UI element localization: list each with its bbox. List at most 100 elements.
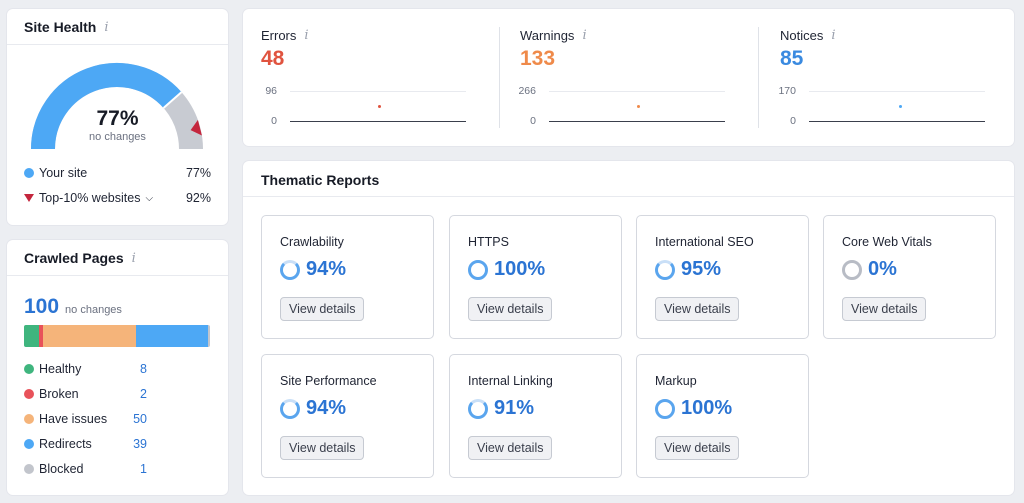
crawl-row-have-issues[interactable]: Have issues 50 <box>24 412 147 426</box>
divider <box>243 196 1014 197</box>
crawl-row-blocked[interactable]: Blocked 1 <box>24 462 147 476</box>
legend-your-site: Your site 77% <box>24 166 211 180</box>
legend-label: Your site <box>39 166 88 180</box>
warnings-count[interactable]: 133 <box>520 47 556 70</box>
tile-name: Crawlability <box>280 235 344 249</box>
notices-label-text: Notices <box>780 28 824 43</box>
errors-min-tick: 0 <box>271 115 277 127</box>
crawled-total: 100 no changes <box>24 295 122 319</box>
crawled-pages-title: Crawled Pages i <box>24 250 136 266</box>
tile-score: 95% <box>655 258 721 281</box>
crawled-pages-title-text: Crawled Pages <box>24 250 124 266</box>
notices-label: Notices i <box>780 28 836 43</box>
row-label: Blocked <box>39 462 84 476</box>
tile-score: 94% <box>280 258 346 281</box>
legend-value: 92% <box>185 191 211 205</box>
crawled-total-number[interactable]: 100 <box>24 295 60 318</box>
divider <box>7 44 228 45</box>
redirects-dot <box>24 439 34 449</box>
crawl-row-broken[interactable]: Broken 2 <box>24 387 147 401</box>
tile-score-value: 100% <box>494 258 546 280</box>
row-value[interactable]: 8 <box>140 362 147 376</box>
tile-score: 91% <box>468 397 534 420</box>
column-divider <box>758 27 759 128</box>
notices-column[interactable]: Notices i 85 170 0 <box>762 9 1002 146</box>
stacked-bar-segment-have-issues[interactable] <box>42 325 136 347</box>
warnings-label-text: Warnings <box>520 28 575 43</box>
row-value[interactable]: 50 <box>133 412 147 426</box>
crawled-pages-card: Crawled Pages i 100 no changes Healthy 8… <box>7 240 228 495</box>
view-details-button[interactable]: View details <box>655 297 740 321</box>
legend-label: Top-10% websites <box>39 191 141 205</box>
divider <box>7 275 228 276</box>
errors-count[interactable]: 48 <box>261 47 285 70</box>
tile-score: 100% <box>468 258 545 281</box>
warnings-max-tick: 266 <box>518 85 536 97</box>
view-details-button[interactable]: View details <box>655 436 740 460</box>
tile-name: Core Web Vitals <box>842 235 932 249</box>
info-icon[interactable]: i <box>304 28 309 43</box>
gauge-fill <box>31 63 182 150</box>
axis-line <box>549 121 725 122</box>
errors-data-point <box>378 105 381 108</box>
errors-column[interactable]: Errors i 48 96 0 <box>243 9 483 146</box>
view-details-button[interactable]: View details <box>468 297 553 321</box>
tile-score-value: 95% <box>681 258 722 280</box>
thematic-reports-card: Thematic Reports Crawlability 94% View d… <box>243 161 1014 495</box>
site-health-card: Site Health i 77% no changes Your site 7… <box>7 9 228 225</box>
progress-ring-icon <box>280 398 300 419</box>
tile-international-seo: International SEO 95% View details <box>636 215 809 339</box>
info-icon[interactable]: i <box>831 28 836 43</box>
tile-core-web-vitals: Core Web Vitals 0% View details <box>823 215 996 339</box>
blocked-dot <box>24 464 34 474</box>
crawl-row-healthy[interactable]: Healthy 8 <box>24 362 147 376</box>
info-icon[interactable]: i <box>582 28 587 43</box>
legend-top10[interactable]: Top-10% websites ⌵ 92% <box>24 191 211 205</box>
gauge-separator <box>162 91 183 109</box>
tile-internal-linking: Internal Linking 91% View details <box>449 354 622 478</box>
tile-score: 94% <box>280 397 346 420</box>
thematic-reports-title: Thematic Reports <box>261 172 380 188</box>
info-icon[interactable]: i <box>104 19 109 35</box>
crawled-stacked-bar[interactable] <box>24 325 210 347</box>
progress-ring-icon <box>655 398 675 419</box>
tile-score-value: 94% <box>306 397 347 419</box>
crawl-row-redirects[interactable]: Redirects 39 <box>24 437 147 451</box>
stacked-bar-segment-healthy[interactable] <box>24 325 39 347</box>
tile-score-value: 91% <box>494 397 535 419</box>
view-details-button[interactable]: View details <box>280 297 365 321</box>
site-health-change: no changes <box>89 131 146 143</box>
errors-max-tick: 96 <box>265 85 277 97</box>
progress-ring-icon <box>468 259 488 280</box>
warnings-label: Warnings i <box>520 28 587 43</box>
stacked-bar-segment-broken[interactable] <box>38 325 43 347</box>
view-details-button[interactable]: View details <box>842 297 927 321</box>
tile-name: Site Performance <box>280 374 377 388</box>
tile-https: HTTPS 100% View details <box>449 215 622 339</box>
have-issues-dot <box>24 414 34 424</box>
progress-ring-icon <box>468 398 488 419</box>
stacked-bar-segment-redirects[interactable] <box>135 325 209 347</box>
tile-score-value: 100% <box>681 397 733 419</box>
row-value[interactable]: 2 <box>140 387 147 401</box>
gridline <box>549 91 725 92</box>
warnings-min-tick: 0 <box>530 115 536 127</box>
broken-dot <box>24 389 34 399</box>
stacked-bar-segment-blocked[interactable] <box>208 325 210 347</box>
view-details-button[interactable]: View details <box>468 436 553 460</box>
view-details-button[interactable]: View details <box>280 436 365 460</box>
tile-score-value: 94% <box>306 258 347 280</box>
notices-count[interactable]: 85 <box>780 47 804 70</box>
top10-triangle-icon <box>24 194 34 202</box>
crawled-total-change: no changes <box>65 304 122 316</box>
row-label: Have issues <box>39 412 108 426</box>
errors-label: Errors i <box>261 28 309 43</box>
site-health-score: 77% <box>96 107 139 130</box>
row-value[interactable]: 39 <box>133 437 147 451</box>
row-value[interactable]: 1 <box>140 462 147 476</box>
chevron-down-icon[interactable]: ⌵ <box>145 192 154 204</box>
warnings-column[interactable]: Warnings i 133 266 0 <box>502 9 742 146</box>
your-site-dot <box>24 168 34 178</box>
notices-data-point <box>899 105 902 108</box>
info-icon[interactable]: i <box>131 250 136 266</box>
